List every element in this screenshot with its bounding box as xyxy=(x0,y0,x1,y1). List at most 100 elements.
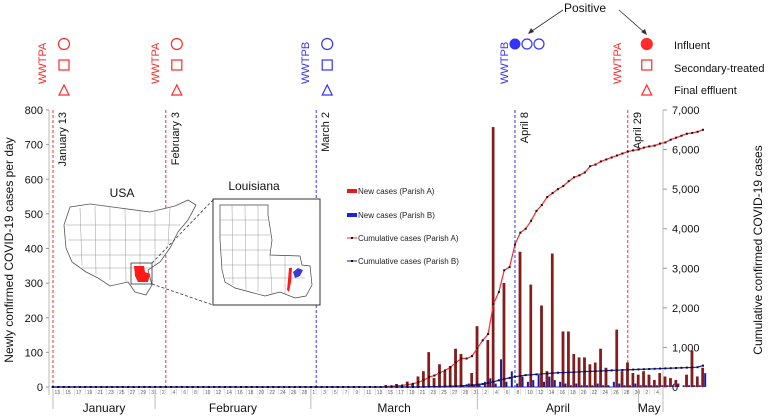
bar-new-parish-a xyxy=(454,348,457,388)
bar-new-parish-a xyxy=(701,367,705,388)
x-tick-label: 2 xyxy=(162,390,165,396)
bar-new-parish-b xyxy=(569,385,572,387)
cumulative-point xyxy=(664,141,667,144)
cumulative-point xyxy=(385,386,388,388)
bar-new-parish-a xyxy=(615,329,619,388)
cumulative-point xyxy=(406,386,409,388)
usa-map-grid xyxy=(66,205,180,283)
cumulative-point xyxy=(691,131,694,134)
cumulative-point xyxy=(535,373,538,376)
cumulative-point xyxy=(701,128,704,131)
legend: New cases (Parish A) New cases (Parish B… xyxy=(347,187,459,266)
x-tick-label: 17 xyxy=(76,390,82,396)
cumulative-point xyxy=(503,269,506,272)
cumulative-point xyxy=(460,357,463,360)
legend-label-cum-a: Cumulative cases (Parish A) xyxy=(358,234,459,243)
cumulative-point xyxy=(342,386,345,388)
cumulative-point xyxy=(240,386,243,388)
x-tick-label: 27 xyxy=(452,390,458,396)
cumulative-point xyxy=(632,149,635,152)
x-tick-label: 22 xyxy=(592,390,598,396)
x-tick-label: 1 xyxy=(312,390,315,396)
bar-new-parish-a xyxy=(652,379,656,388)
bar-new-parish-a xyxy=(561,331,565,388)
y2-tick-label: 5,000 xyxy=(672,184,700,196)
cumulative-point xyxy=(406,383,409,386)
x-tick-label: 5 xyxy=(334,390,337,396)
cumulative-point xyxy=(454,385,457,388)
cumulative-point xyxy=(551,372,554,375)
cumulative-point xyxy=(52,386,54,388)
arrowhead-a xyxy=(641,29,647,35)
cumulative-point xyxy=(540,203,543,206)
cumulative-point xyxy=(562,371,565,374)
cumulative-point xyxy=(551,192,554,195)
event-lines: January 13 February 3 March 2 April 8 April … xyxy=(52,110,644,387)
month-label: May xyxy=(638,401,661,415)
cumulative-point xyxy=(637,148,640,151)
bar-new-parish-b xyxy=(548,376,551,387)
bar-new-parish-b xyxy=(591,385,594,387)
cumulative-point xyxy=(578,174,581,177)
bar-new-parish-b xyxy=(688,385,691,387)
x-tick-label: 13 xyxy=(55,390,61,396)
cumulative-point xyxy=(481,383,484,386)
y2-tick-label: 7,000 xyxy=(672,105,700,117)
cumulative-point xyxy=(470,384,473,387)
cumulative-point xyxy=(379,386,382,388)
x-tick-label: 11 xyxy=(366,390,371,396)
cumulative-point xyxy=(352,386,355,388)
x-tick-label: 12 xyxy=(538,390,544,396)
usa-map xyxy=(63,199,197,296)
cumulative-point xyxy=(256,386,259,388)
bar-new-parish-b xyxy=(559,381,562,387)
cumulative-point xyxy=(148,386,151,388)
bar-new-parish-b xyxy=(483,381,486,387)
x-tick-label: 4 xyxy=(495,390,498,396)
cumulative-point xyxy=(599,160,602,163)
bar-new-parish-a xyxy=(599,348,602,388)
bar-new-parish-a xyxy=(685,374,688,388)
cumulative-point xyxy=(105,386,108,388)
cumulative-point xyxy=(476,347,479,350)
cumulative-point xyxy=(669,138,672,141)
cumulative-point xyxy=(567,180,570,183)
month-label: March xyxy=(377,401,410,415)
cumulative-point xyxy=(513,375,516,378)
cumulative-point xyxy=(476,383,479,386)
cumulative-point xyxy=(127,386,130,388)
bar-new-parish-b xyxy=(655,385,658,387)
y-tick-label: 0 xyxy=(37,382,43,394)
bar-new-parish-a xyxy=(620,371,624,388)
cumulative-point xyxy=(299,386,302,388)
cumulative-point xyxy=(266,386,269,388)
month-label: February xyxy=(209,401,257,415)
x-tick-label: 16 xyxy=(559,390,565,396)
cumulative-point xyxy=(465,384,468,387)
bar-new-parish-b xyxy=(704,373,707,387)
bar-new-parish-b xyxy=(580,385,583,387)
secondary-square-icon xyxy=(171,59,183,71)
bar-new-parish-b xyxy=(510,371,513,387)
x-tick-label: 8 xyxy=(194,390,197,396)
bar-new-parish-b xyxy=(698,385,701,387)
cumulative-point xyxy=(546,372,549,375)
cumulative-point xyxy=(428,376,431,379)
y-tick-label: 800 xyxy=(25,105,43,117)
cumulative-point xyxy=(62,386,65,388)
cumulative-point xyxy=(347,386,350,388)
cumulative-point xyxy=(530,373,533,376)
louisiana-highlight xyxy=(134,266,150,282)
bar-new-parish-b xyxy=(585,385,588,387)
event-label: April 8 xyxy=(519,112,531,143)
final-triangle-icon xyxy=(640,83,653,96)
y2-tick-label: 2,000 xyxy=(672,303,700,315)
legend-swatch-new-b xyxy=(347,213,357,217)
y-tick-label: 400 xyxy=(25,244,43,256)
cumulative-point xyxy=(89,386,92,388)
bar-new-parish-a xyxy=(427,352,431,388)
cumulative-point xyxy=(562,184,565,187)
cumulative-point xyxy=(691,366,694,369)
cumulative-point xyxy=(433,374,436,377)
bar-new-parish-b xyxy=(537,374,540,387)
